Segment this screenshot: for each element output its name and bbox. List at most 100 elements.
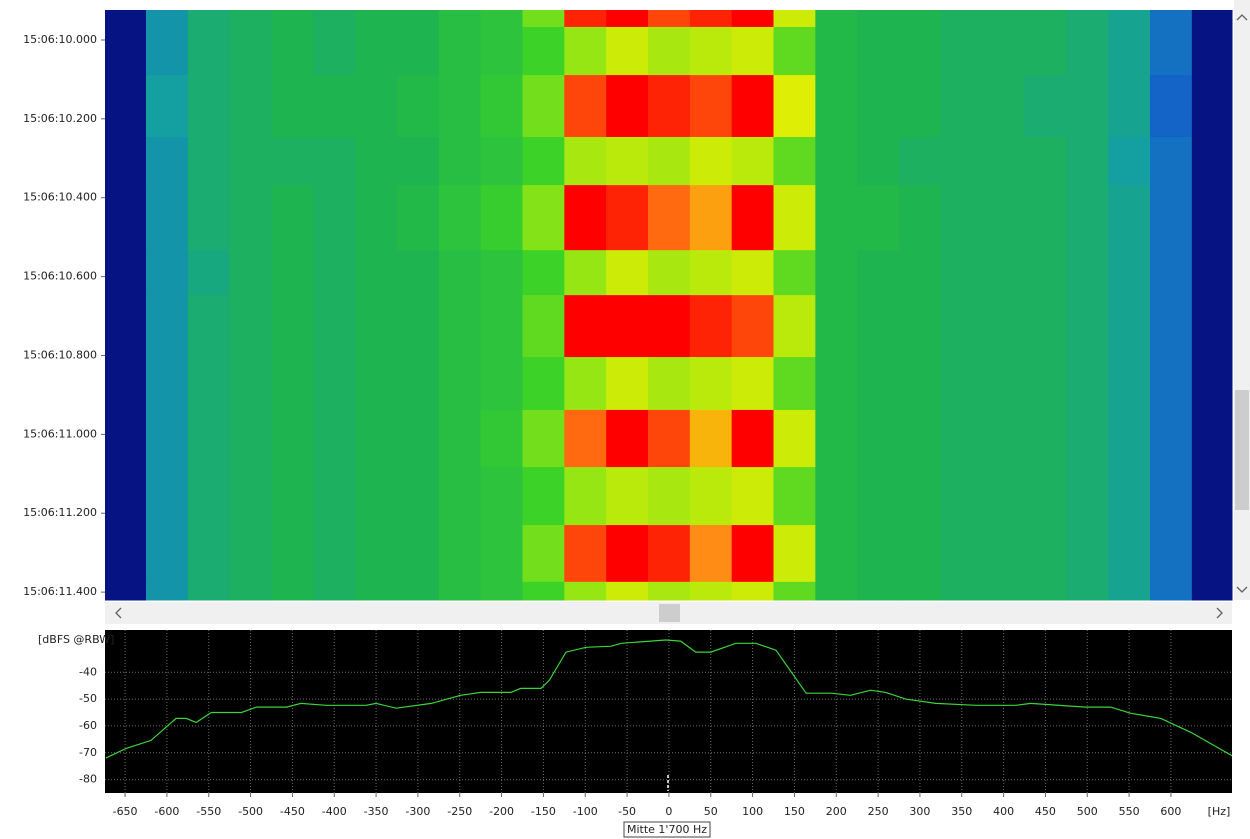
heat-cell — [857, 467, 900, 526]
heat-cell — [1066, 75, 1109, 138]
x-tick-label: 200 — [826, 805, 847, 818]
heat-cell — [271, 295, 314, 358]
heat-cell — [480, 185, 524, 251]
heat-cell — [815, 357, 858, 411]
heat-cell — [773, 75, 816, 138]
x-tick-label: 350 — [951, 805, 972, 818]
center-label: Mitte 1'700 Hz — [627, 823, 707, 836]
heat-cell — [564, 250, 607, 296]
heat-cell — [229, 525, 272, 583]
heat-cell — [355, 525, 398, 583]
scroll-left[interactable] — [115, 607, 122, 619]
heat-cell — [815, 75, 858, 138]
heat-cell — [522, 250, 565, 296]
heat-cell — [1066, 525, 1109, 583]
heat-cell — [229, 136, 272, 186]
heat-cell — [229, 10, 272, 28]
heat-cell — [815, 581, 858, 601]
heat-cell — [1066, 295, 1109, 358]
heat-cell — [187, 26, 231, 76]
heat-cell — [355, 26, 398, 76]
heat-cell — [522, 525, 565, 583]
heat-cell — [899, 357, 942, 411]
x-tick-label: 500 — [1077, 805, 1098, 818]
heat-cell — [145, 467, 189, 526]
x-tick-label: -200 — [489, 805, 514, 818]
spectrum-line — [105, 639, 1232, 759]
heat-cell — [355, 581, 398, 601]
v-scroll-thumb[interactable] — [1235, 390, 1249, 510]
heat-cell — [564, 185, 607, 251]
heat-cell — [648, 26, 691, 76]
y-axis-unit: [dBFS @RBW] — [38, 633, 114, 646]
y-tick-label: -40 — [79, 665, 97, 678]
heat-cell — [689, 581, 733, 601]
heat-cell — [773, 185, 816, 251]
heat-cell — [773, 136, 816, 186]
heat-cell — [940, 185, 984, 251]
heat-cell — [522, 10, 565, 28]
heat-cell — [815, 10, 858, 28]
x-tick-label: -550 — [196, 805, 221, 818]
heat-cell — [857, 357, 900, 411]
heat-cell — [731, 467, 775, 526]
heat-cell — [396, 467, 440, 526]
heat-cell — [982, 185, 1026, 251]
heat-cell — [1108, 467, 1151, 526]
heat-cell — [229, 26, 272, 76]
x-tick-label: 300 — [909, 805, 930, 818]
scroll-right[interactable] — [1216, 607, 1223, 619]
heat-cell — [689, 409, 733, 468]
heat-cell — [982, 581, 1026, 601]
x-tick-label: -350 — [364, 805, 389, 818]
heat-cell — [313, 467, 356, 526]
heat-cell — [606, 26, 649, 76]
heat-cell — [815, 525, 858, 583]
heat-cell — [689, 136, 733, 186]
heat-cell — [606, 525, 649, 583]
heat-cell — [522, 357, 565, 411]
heat-cell — [648, 250, 691, 296]
heat-cell — [1066, 581, 1109, 601]
heat-cell — [271, 10, 314, 28]
heat-cell — [1150, 185, 1193, 251]
heat-cell — [1066, 409, 1109, 468]
h-scroll-thumb[interactable] — [659, 604, 680, 622]
heat-cell — [857, 581, 900, 601]
heat-cell — [1191, 581, 1233, 601]
heat-cell — [1024, 250, 1067, 296]
heat-cell — [940, 409, 984, 468]
heat-cell — [1191, 357, 1233, 411]
heat-cell — [480, 357, 524, 411]
heat-cell — [1150, 250, 1193, 296]
heat-cell — [606, 467, 649, 526]
heat-cell — [1108, 250, 1151, 296]
x-tick-label: -150 — [531, 805, 556, 818]
heat-cell — [1024, 136, 1067, 186]
heat-cell — [396, 26, 440, 76]
scroll-down[interactable] — [1236, 586, 1248, 593]
scroll-up[interactable] — [1236, 14, 1248, 21]
x-tick-label: -600 — [154, 805, 179, 818]
heat-cell — [396, 75, 440, 138]
heat-cell — [105, 357, 147, 411]
heat-cell — [145, 26, 189, 76]
heat-cell — [105, 409, 147, 468]
heat-cell — [313, 10, 356, 28]
heat-cell — [606, 581, 649, 601]
heat-cell — [1066, 467, 1109, 526]
heat-cell — [480, 250, 524, 296]
heat-cell — [313, 525, 356, 583]
heat-cell — [857, 295, 900, 358]
heat-cell — [689, 525, 733, 583]
heat-cell — [815, 409, 858, 468]
y-tick-label: 15:06:11.200 — [23, 506, 97, 519]
heat-cell — [1191, 525, 1233, 583]
heat-cell — [522, 75, 565, 138]
heat-cell — [940, 525, 984, 583]
heat-cell — [1150, 75, 1193, 138]
heat-cell — [1191, 250, 1233, 296]
heat-cell — [731, 10, 775, 28]
heat-cell — [648, 525, 691, 583]
heat-cell — [899, 581, 942, 601]
